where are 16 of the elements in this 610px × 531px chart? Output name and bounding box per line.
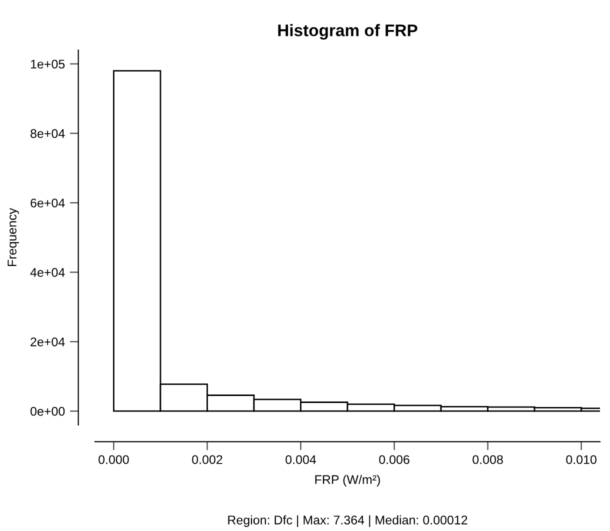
x-tick-label: 0.006 [379,455,410,464]
y-tick-label: 8e+04 [30,129,65,138]
x-tick-label: 0.004 [286,455,316,464]
y-tick-label: 2e+04 [30,337,65,346]
text: Region: Dfc | Max: 7.364 | Median: 0.00012 [228,515,468,527]
x-tick-label: 0.008 [472,455,503,464]
y-tick-label: 4e+04 [30,268,65,277]
x-axis-title: FRP (W/m²) [315,474,380,486]
x-tick-label: 0.002 [192,455,222,464]
y-tick-label: 6e+04 [30,198,65,208]
chart-title: Histogram of FRP [278,24,418,40]
y-tick-label: 1e+05 [30,60,65,69]
y-axis-title: Frequency [8,208,19,266]
x-tick-label: 0.010 [566,455,596,464]
x-tick-label: 0.000 [98,455,129,464]
y-tick-label: 0e+00 [30,406,65,416]
